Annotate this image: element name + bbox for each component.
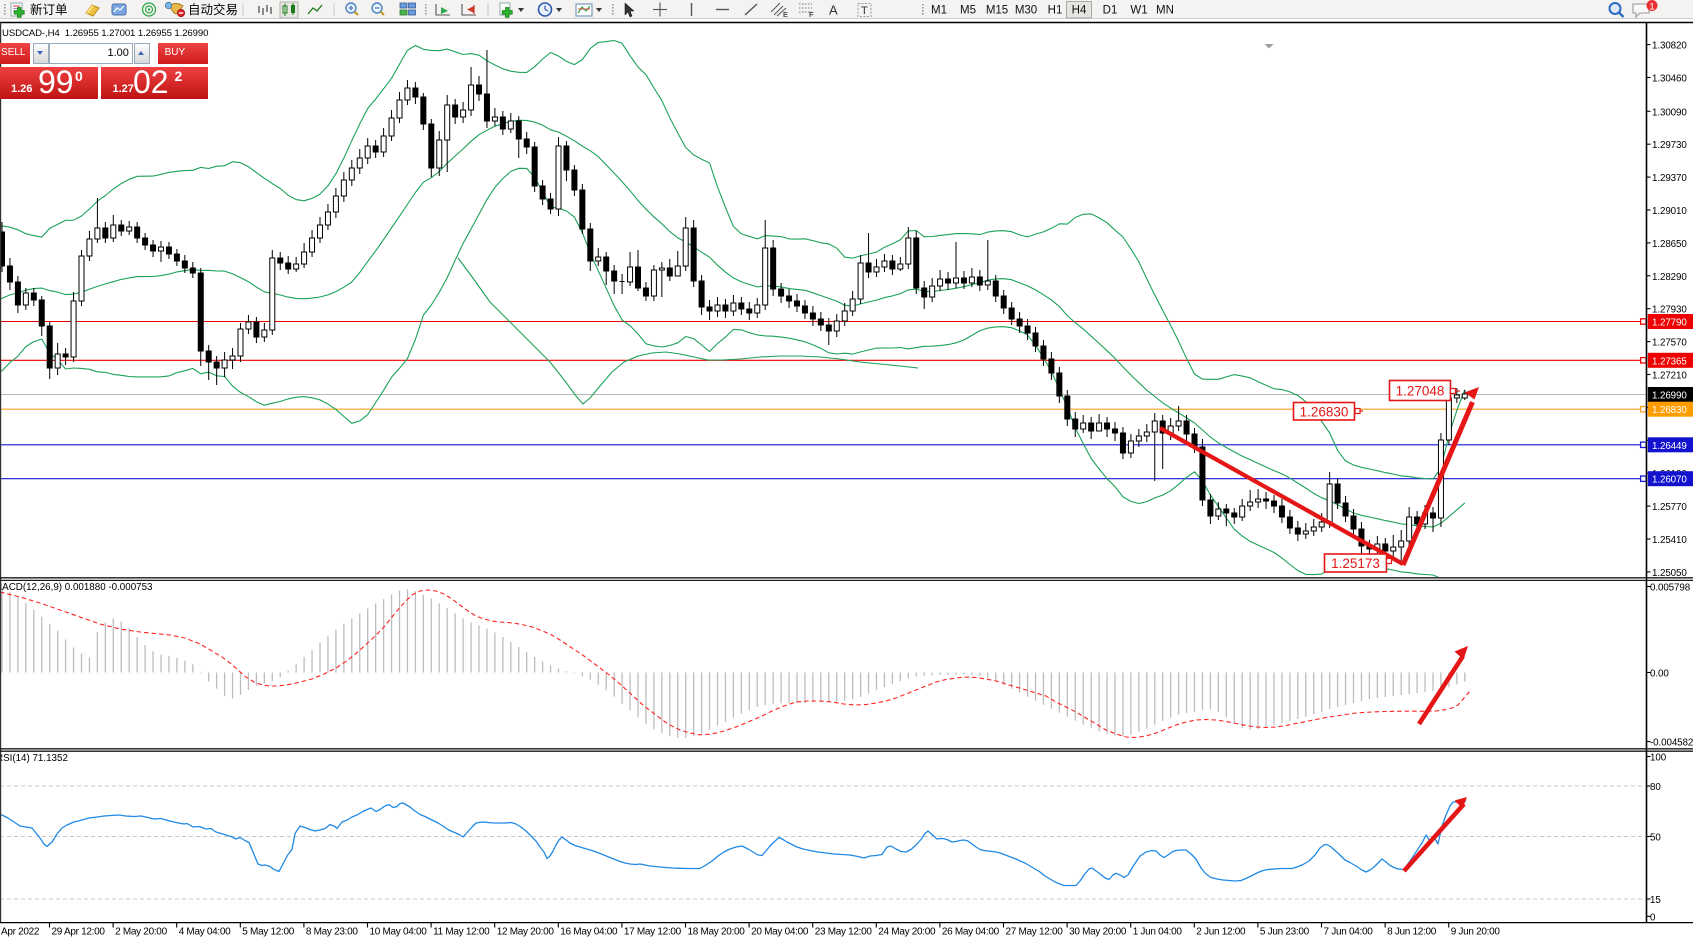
svg-text:80: 80: [1650, 782, 1661, 793]
svg-text:4 May 04:00: 4 May 04:00: [179, 927, 231, 938]
svg-text:1.29730: 1.29730: [1652, 140, 1687, 151]
svg-text:17 May 12:00: 17 May 12:00: [624, 927, 682, 938]
svg-text:1.26830: 1.26830: [1300, 404, 1349, 419]
svg-text:0.005798: 0.005798: [1650, 583, 1691, 594]
svg-text:24 May 20:00: 24 May 20:00: [878, 927, 936, 938]
svg-text:1.28650: 1.28650: [1652, 239, 1687, 250]
svg-text:15: 15: [1650, 895, 1661, 906]
svg-text:1 Jun 04:00: 1 Jun 04:00: [1133, 927, 1183, 938]
svg-text:29 Apr 12:00: 29 Apr 12:00: [52, 927, 106, 938]
svg-text:2 May 20:00: 2 May 20:00: [115, 927, 167, 938]
svg-text:H4: H4: [1072, 5, 1087, 17]
svg-text:MACD(12,26,9) 0.001880 -0.0007: MACD(12,26,9) 0.001880 -0.000753: [0, 582, 153, 593]
svg-text:5 May 12:00: 5 May 12:00: [242, 927, 294, 938]
svg-text:M5: M5: [960, 5, 976, 17]
svg-text:1.27790: 1.27790: [1652, 318, 1687, 329]
svg-text:M1: M1: [931, 5, 947, 17]
svg-text:0.00: 0.00: [1650, 669, 1669, 680]
svg-text:M15: M15: [986, 5, 1008, 17]
svg-text:RSI(14) 71.1352: RSI(14) 71.1352: [0, 753, 68, 764]
svg-text:T: T: [861, 5, 868, 17]
svg-text:10 May 04:00: 10 May 04:00: [370, 927, 428, 938]
svg-text:16 May 04:00: 16 May 04:00: [560, 927, 618, 938]
svg-text:27 May 12:00: 27 May 12:00: [1006, 927, 1064, 938]
svg-text:1.26070: 1.26070: [1652, 475, 1687, 486]
svg-text:E: E: [783, 10, 788, 19]
svg-text:H1: H1: [1048, 5, 1063, 17]
svg-text:1.27210: 1.27210: [1652, 371, 1687, 382]
svg-text:M30: M30: [1015, 5, 1037, 17]
svg-text:1.27570: 1.27570: [1652, 338, 1687, 349]
svg-text:1.26449: 1.26449: [1652, 441, 1687, 452]
svg-text:1.25050: 1.25050: [1652, 568, 1687, 579]
svg-text:W1: W1: [1130, 5, 1147, 17]
svg-text:D1: D1: [1103, 5, 1118, 17]
svg-text:1.26990: 1.26990: [1652, 391, 1687, 402]
svg-text:8 Jun 12:00: 8 Jun 12:00: [1387, 927, 1437, 938]
svg-text:自动交易: 自动交易: [188, 2, 238, 17]
svg-text:7 Jun 04:00: 7 Jun 04:00: [1324, 927, 1374, 938]
svg-text:1.29370: 1.29370: [1652, 173, 1687, 184]
svg-text:1.27048: 1.27048: [1396, 384, 1445, 399]
svg-text:1.26830: 1.26830: [1652, 405, 1687, 416]
svg-text:1.27365: 1.27365: [1652, 356, 1687, 367]
svg-text:MN: MN: [1156, 5, 1174, 17]
svg-text:1.30090: 1.30090: [1652, 107, 1687, 118]
svg-text:100: 100: [1650, 753, 1667, 764]
svg-text:-0.004582: -0.004582: [1650, 738, 1693, 749]
svg-text:USDCAD-,H4 1.26955 1.27001 1.: USDCAD-,H4 1.26955 1.27001 1.26955 1.269…: [2, 28, 208, 39]
svg-text:1.25410: 1.25410: [1652, 535, 1687, 546]
svg-text:1: 1: [1649, 2, 1654, 13]
svg-text:新订单: 新订单: [30, 2, 68, 17]
svg-text:Apr 2022: Apr 2022: [1, 927, 40, 938]
svg-text:50: 50: [1650, 833, 1661, 844]
svg-text:F: F: [809, 10, 814, 19]
svg-text:2 Jun 12:00: 2 Jun 12:00: [1196, 927, 1246, 938]
svg-text:30 May 20:00: 30 May 20:00: [1069, 927, 1127, 938]
svg-text:20 May 04:00: 20 May 04:00: [751, 927, 809, 938]
svg-text:5 Jun 23:00: 5 Jun 23:00: [1260, 927, 1310, 938]
svg-text:18 May 20:00: 18 May 20:00: [688, 927, 746, 938]
svg-text:1.28290: 1.28290: [1652, 272, 1687, 283]
svg-text:1.29010: 1.29010: [1652, 206, 1687, 217]
svg-text:1.30460: 1.30460: [1652, 74, 1687, 85]
svg-text:23 May 12:00: 23 May 12:00: [815, 927, 873, 938]
svg-text:1.27930: 1.27930: [1652, 305, 1687, 316]
svg-text:11 May 12:00: 11 May 12:00: [433, 927, 490, 938]
svg-text:8 May 23:00: 8 May 23:00: [306, 927, 358, 938]
svg-text:26 May 04:00: 26 May 04:00: [942, 927, 1000, 938]
svg-text:1.25770: 1.25770: [1652, 502, 1687, 513]
svg-text:1.25173: 1.25173: [1331, 556, 1380, 571]
svg-text:0: 0: [1650, 912, 1656, 923]
svg-text:A: A: [829, 3, 838, 18]
svg-text:12 May 20:00: 12 May 20:00: [497, 927, 555, 938]
svg-text:1.30820: 1.30820: [1652, 41, 1687, 52]
svg-text:9 Jun 20:00: 9 Jun 20:00: [1451, 927, 1501, 938]
